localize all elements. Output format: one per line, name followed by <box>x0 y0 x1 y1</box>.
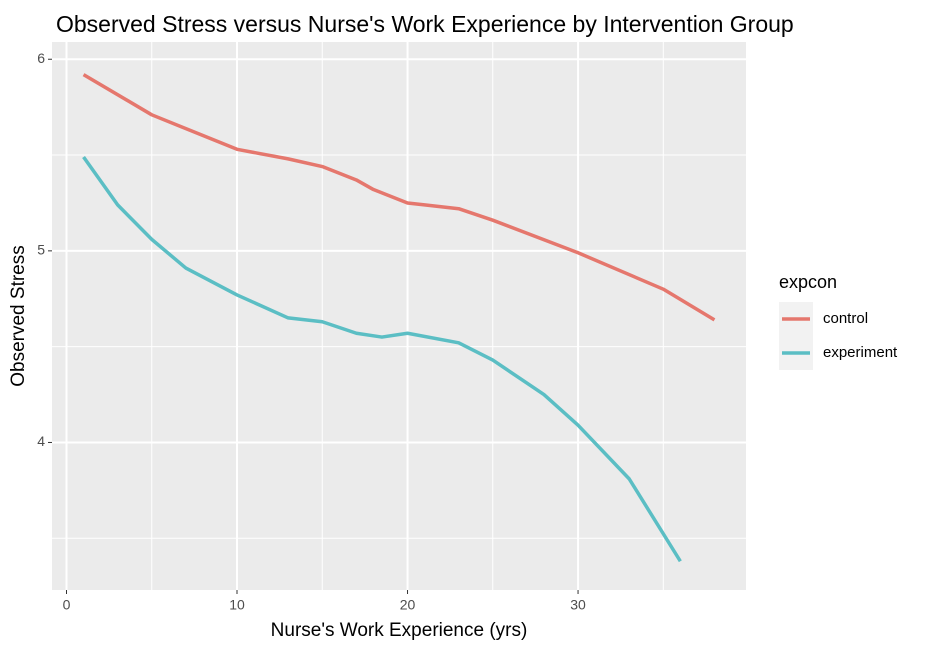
x-tick-label: 0 <box>63 597 71 613</box>
legend-label: experiment <box>823 344 898 361</box>
y-axis-title: Observed Stress <box>8 245 29 387</box>
y-tick-label: 6 <box>37 50 45 66</box>
x-tick-label: 10 <box>229 597 245 613</box>
legend-label: control <box>823 310 868 327</box>
y-tick-label: 4 <box>37 433 45 449</box>
line <box>82 73 716 322</box>
line <box>82 155 682 563</box>
x-tick-label: 20 <box>400 597 416 613</box>
x-tick-label: 30 <box>570 597 586 613</box>
chart-title: Observed Stress versus Nurse's Work Expe… <box>56 11 794 37</box>
y-tick-label: 5 <box>37 242 45 258</box>
x-axis-title: Nurse's Work Experience (yrs) <box>271 620 528 641</box>
legend-title: expcon <box>779 272 837 292</box>
panel <box>52 42 746 590</box>
